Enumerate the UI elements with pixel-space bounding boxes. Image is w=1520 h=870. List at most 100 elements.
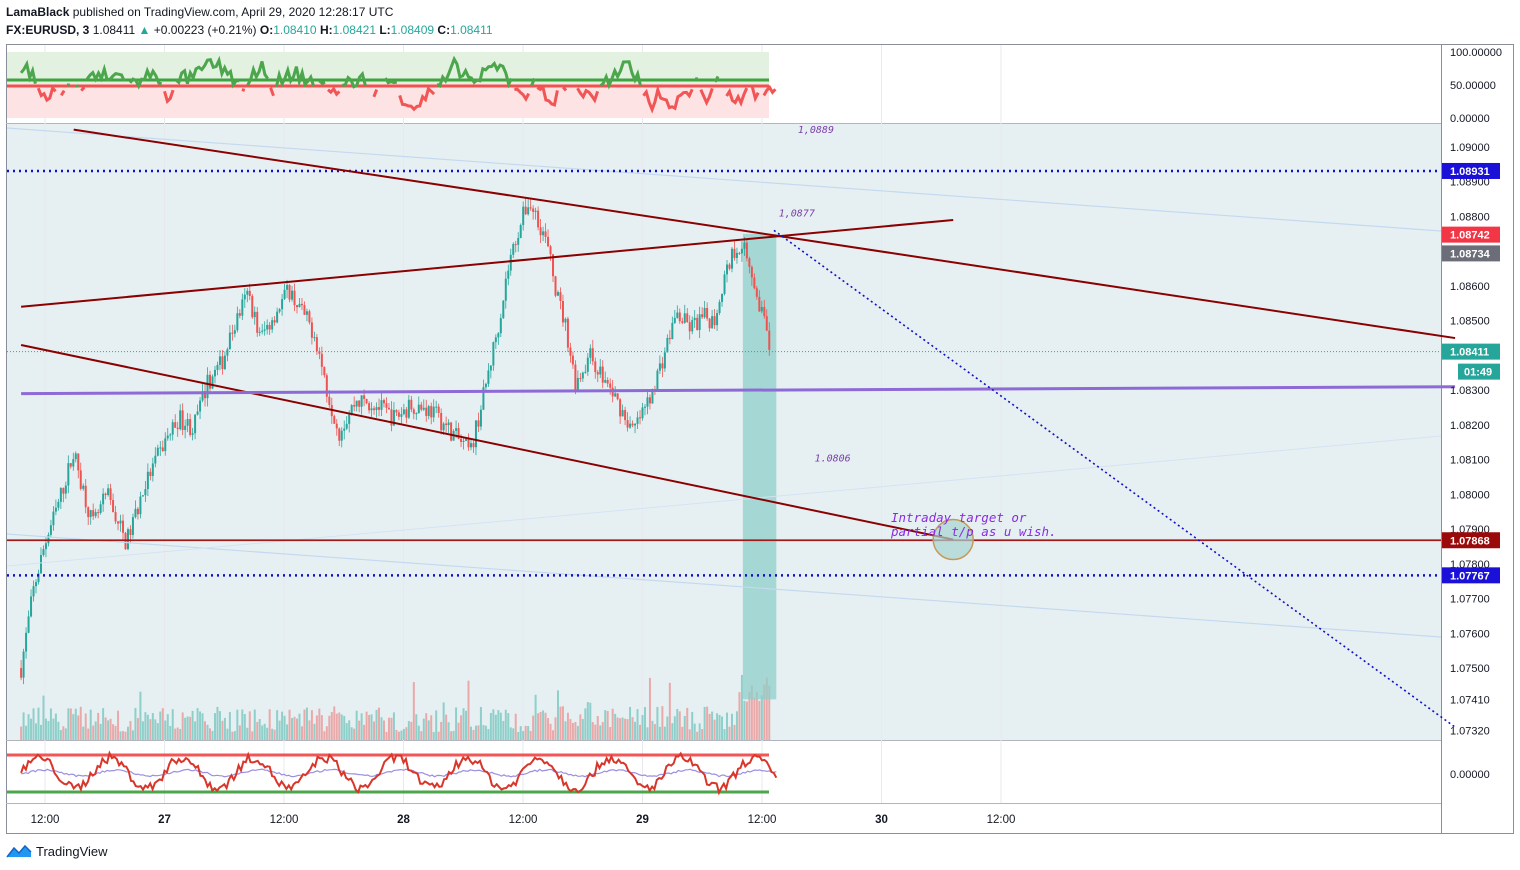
candle-body: [532, 208, 535, 212]
volume-bar: [748, 691, 751, 740]
candle-body: [104, 493, 107, 495]
time-axis[interactable]: 12:00 27 12:00 28 12:00 29 12:00 30 12:00: [31, 814, 1016, 826]
candle-body: [512, 244, 515, 255]
tradingview-logo-icon[interactable]: [6, 843, 32, 859]
volume-bar: [358, 720, 361, 740]
candle-body: [199, 400, 202, 412]
candle: [430, 402, 433, 425]
price-badge-text: 1.08734: [1450, 248, 1491, 260]
candle-body: [755, 288, 758, 297]
volume-bar: [199, 711, 202, 740]
candle: [519, 223, 522, 239]
candle: [594, 357, 597, 379]
candle: [174, 414, 177, 428]
volume-bar: [310, 710, 313, 740]
volume-bar: [370, 714, 373, 740]
volume-bar: [134, 707, 137, 740]
candle: [373, 405, 376, 415]
candle: [728, 262, 731, 271]
candle-body: [141, 495, 144, 497]
tradingview-brand[interactable]: TradingView: [36, 843, 108, 859]
candle-body: [726, 264, 729, 275]
volume-bar: [484, 725, 487, 740]
candle-body: [730, 248, 733, 269]
candle-body: [484, 383, 487, 388]
candle-body: [283, 289, 286, 300]
candle: [716, 309, 719, 332]
volume-bar: [648, 677, 651, 740]
candle-body: [524, 206, 527, 215]
target-circle[interactable]: [932, 518, 974, 561]
candle-body: [465, 438, 468, 441]
volume-bar: [368, 714, 371, 740]
candle-body: [552, 254, 555, 277]
candle: [639, 409, 642, 425]
candle-body: [112, 500, 115, 513]
candle: [387, 402, 390, 410]
volume-bar: [204, 721, 207, 740]
candle-body: [517, 238, 520, 245]
candle-body: [683, 313, 686, 323]
candle-body: [387, 407, 390, 410]
candle: [437, 403, 440, 418]
candle-body: [748, 258, 751, 267]
chart-header: LamaBlack published on TradingView.com, …: [6, 4, 493, 38]
candle: [435, 400, 438, 414]
candle: [385, 397, 388, 414]
candle-body: [547, 236, 550, 247]
volume-bar: [37, 707, 40, 740]
candle-body: [69, 463, 72, 467]
candle-body: [566, 318, 569, 348]
volume-bar: [62, 726, 65, 740]
candle-body: [49, 525, 52, 535]
candle-body: [437, 406, 440, 413]
candle: [554, 275, 557, 298]
candle: [616, 393, 619, 401]
price-badge-1.07868: 1.07868: [1442, 532, 1500, 549]
volume-bar: [303, 709, 306, 740]
candle: [49, 519, 52, 537]
candle: [552, 254, 555, 282]
candle: [343, 420, 346, 440]
volume-bar: [59, 729, 62, 740]
candle: [87, 506, 90, 526]
candle-body: [308, 311, 311, 323]
candle-body: [107, 488, 110, 495]
volume-bar: [186, 716, 189, 740]
candle: [184, 419, 187, 439]
volume-bar: [25, 725, 28, 740]
candle-body: [64, 485, 67, 494]
candle-body: [624, 410, 627, 421]
candle-body: [325, 375, 328, 397]
symbol-label[interactable]: FX:EURUSD, 3: [6, 23, 90, 37]
volume-bar: [716, 713, 719, 740]
volume-bar: [325, 726, 328, 740]
volume-bar: [218, 711, 221, 740]
candle-body: [59, 488, 62, 502]
volume-bar: [619, 718, 622, 740]
candle: [425, 399, 428, 422]
volume-bar: [390, 717, 393, 740]
note-line-2[interactable]: partial t/p as u wish.: [890, 524, 1057, 539]
candle: [529, 198, 532, 211]
candle: [266, 319, 269, 335]
candle: [313, 331, 316, 342]
candle: [676, 305, 679, 319]
volume-bar: [92, 725, 95, 740]
candle-body: [765, 316, 768, 331]
candle-body: [363, 395, 366, 399]
volume-bar: [238, 725, 241, 740]
candle: [422, 399, 425, 411]
candle: [176, 421, 179, 437]
candle: [432, 399, 435, 423]
author-name[interactable]: LamaBlack: [6, 5, 70, 19]
price-tick-1.07600: 1.07600: [1450, 628, 1490, 640]
volume-bar: [661, 706, 664, 740]
note-line-1[interactable]: Intraday target or: [891, 510, 1027, 525]
candle: [25, 627, 28, 659]
volume-bar: [696, 731, 699, 740]
volume-bar: [350, 727, 353, 740]
candle-body: [303, 305, 306, 315]
volume-bar: [626, 719, 629, 740]
